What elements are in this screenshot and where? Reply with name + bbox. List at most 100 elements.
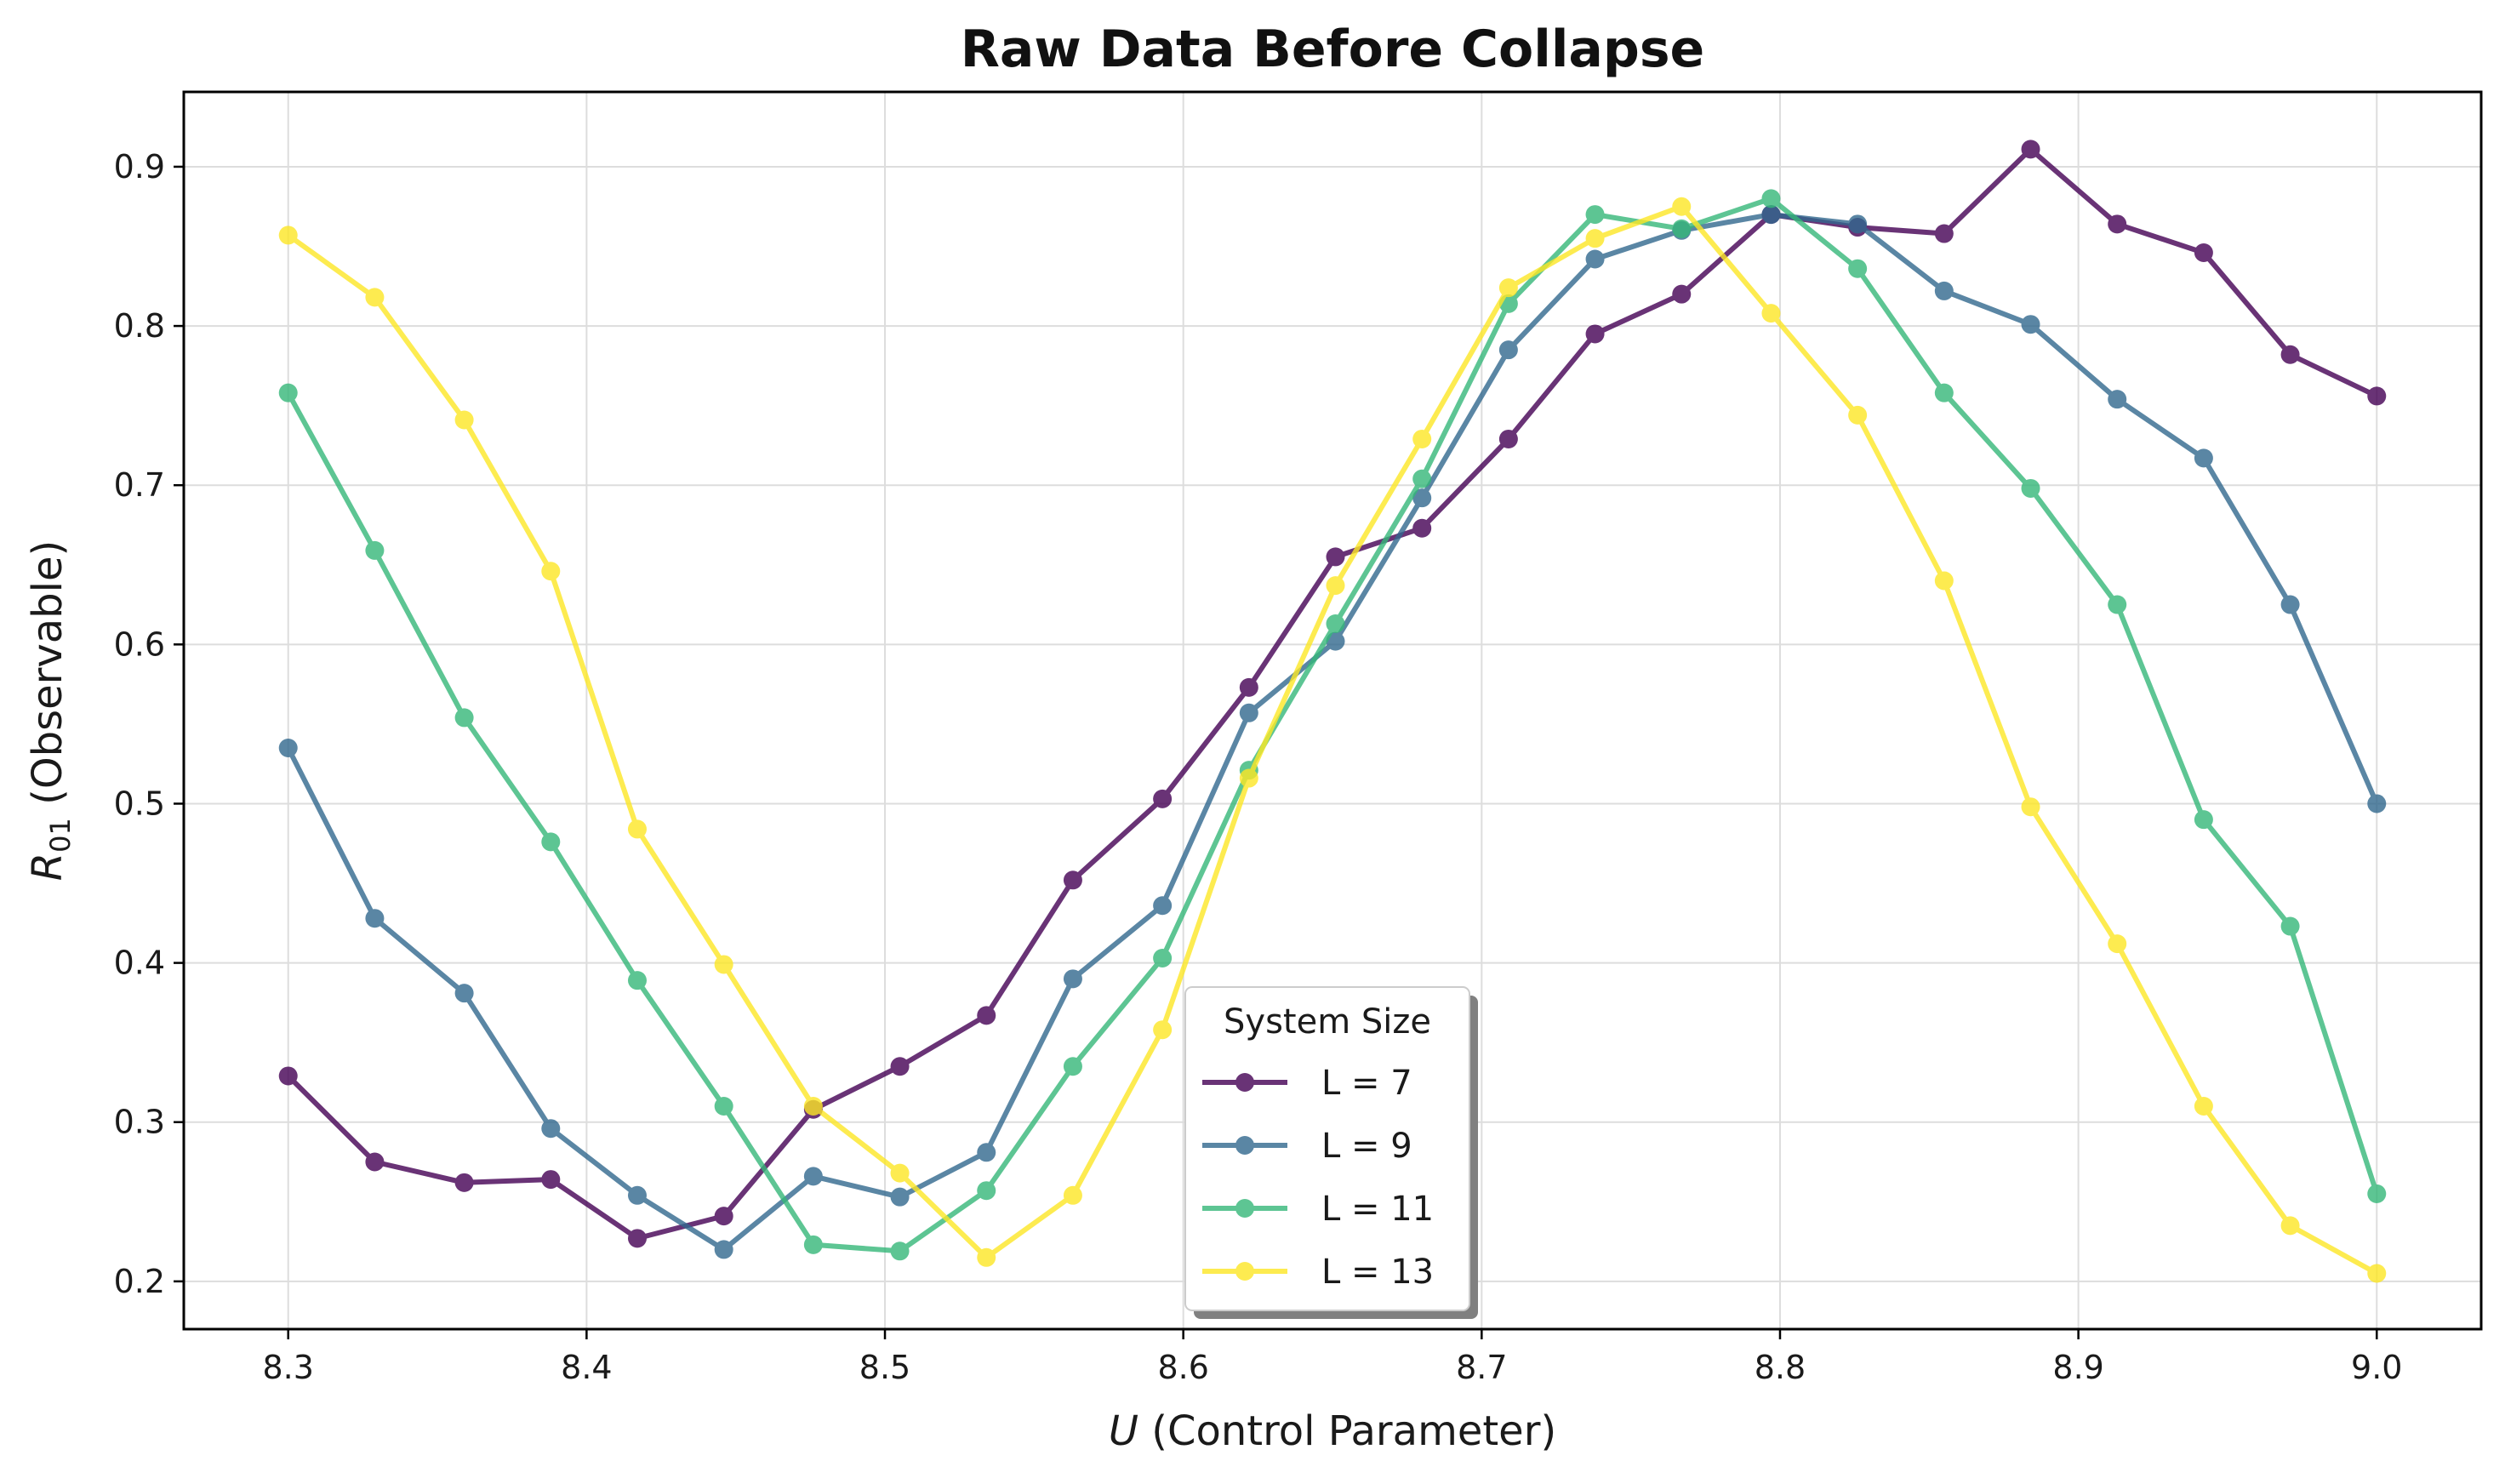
y-tick-label: 0.5	[114, 785, 165, 822]
data-point	[2194, 243, 2213, 263]
data-point	[2021, 797, 2040, 817]
x-tick-label: 8.4	[561, 1349, 612, 1386]
data-point	[1412, 518, 1432, 538]
legend-entry	[1202, 1073, 1287, 1092]
legend-marker-swatch	[1235, 1136, 1254, 1155]
data-point	[627, 1229, 647, 1248]
data-point	[1585, 229, 1605, 248]
data-point	[1672, 284, 1692, 304]
x-tick-label: 8.8	[1755, 1349, 1806, 1386]
data-point	[454, 984, 474, 1003]
data-point	[278, 383, 298, 402]
data-point	[1848, 405, 1868, 425]
legend-marker-swatch	[1235, 1199, 1254, 1218]
legend-entry	[1202, 1262, 1287, 1281]
data-point	[2280, 1216, 2300, 1236]
data-point	[1239, 703, 1258, 722]
data-point	[1063, 969, 1082, 989]
data-point	[2194, 448, 2213, 468]
legend-title: System Size	[1224, 1002, 1431, 1042]
data-point	[2367, 794, 2387, 813]
legend-marker-swatch	[1235, 1073, 1254, 1092]
data-point	[278, 225, 298, 245]
data-point	[1326, 576, 1345, 596]
data-point	[2280, 595, 2300, 614]
data-point	[1153, 948, 1173, 967]
data-point	[1239, 677, 1258, 697]
data-point	[1498, 429, 1518, 448]
data-point	[977, 1006, 996, 1025]
data-point	[627, 1185, 647, 1205]
y-tick-label: 0.7	[114, 466, 165, 504]
legend-label: L = 9	[1321, 1127, 1412, 1166]
x-axis-ticks: 8.3 8.4 8.5 8.6 8.7 8.8 8.9 9.0	[263, 1329, 2402, 1386]
data-point	[365, 288, 385, 307]
legend-entry	[1202, 1136, 1287, 1155]
legend-label: L = 7	[1321, 1064, 1412, 1103]
data-point	[1848, 214, 1868, 234]
series-1	[278, 140, 2387, 1248]
data-point	[1848, 259, 1868, 278]
y-axis-title: R01 (Observable)	[24, 540, 77, 881]
data-point	[541, 832, 561, 852]
data-point	[2021, 140, 2040, 159]
x-tick-label: 8.6	[1157, 1349, 1208, 1386]
data-point	[541, 1119, 561, 1139]
data-point	[1412, 429, 1432, 448]
legend: System Size L = 7 L = 9 L = 11 L = 13	[1184, 986, 1478, 1319]
y-axis-ticks: 0.2 0.3 0.4 0.5 0.6 0.7 0.8 0.9	[114, 148, 184, 1300]
data-point	[1239, 768, 1258, 788]
x-axis-label-text: (Control Parameter)	[1138, 1407, 1556, 1455]
data-point	[1934, 571, 1954, 591]
legend-label: L = 11	[1321, 1190, 1434, 1229]
data-point	[803, 1097, 823, 1116]
data-point	[1934, 383, 1954, 402]
data-point	[454, 708, 474, 728]
y-tick-label: 0.4	[114, 945, 165, 982]
legend-box	[1184, 986, 1470, 1311]
data-point	[1585, 205, 1605, 225]
data-point	[365, 1152, 385, 1172]
data-point	[2280, 345, 2300, 364]
y-tick-label: 0.2	[114, 1263, 165, 1300]
y-axis-variable: R	[24, 853, 71, 881]
plot-area-frame	[182, 90, 2483, 1331]
data-point	[1063, 1057, 1082, 1076]
legend-marker-swatch	[1235, 1262, 1254, 1281]
data-point	[1153, 1020, 1173, 1040]
data-point	[1326, 547, 1345, 567]
data-point	[977, 1247, 996, 1267]
data-point	[365, 909, 385, 928]
data-point	[1063, 870, 1082, 890]
legend-entries: L = 7 L = 9 L = 11 L = 13	[1202, 1064, 1434, 1292]
y-axis-subscript: 01	[44, 818, 77, 853]
data-point	[278, 738, 298, 757]
legend-entry	[1202, 1199, 1287, 1218]
x-axis-title: U (Control Parameter)	[1109, 1407, 1556, 1455]
data-point	[977, 1181, 996, 1201]
y-axis-label-text: (Observable)	[24, 540, 71, 818]
data-point	[541, 1170, 561, 1190]
data-point	[1412, 469, 1432, 488]
data-point	[1761, 205, 1781, 225]
series-3	[278, 189, 2387, 1261]
data-point	[1934, 224, 1954, 243]
data-point	[890, 1057, 910, 1076]
legend-label: L = 13	[1321, 1253, 1434, 1292]
data-point	[1672, 197, 1692, 216]
data-point	[2108, 595, 2127, 614]
data-point	[1498, 278, 1518, 298]
data-point	[714, 1240, 733, 1259]
data-point	[2021, 315, 2040, 334]
x-tick-label: 8.7	[1456, 1349, 1507, 1386]
plot-series	[278, 140, 2387, 1283]
data-point	[803, 1167, 823, 1186]
data-point	[1326, 614, 1345, 634]
data-point	[365, 540, 385, 560]
data-point	[1585, 324, 1605, 344]
y-tick-label: 0.8	[114, 307, 165, 345]
data-point	[1412, 488, 1432, 508]
data-point	[890, 1241, 910, 1261]
data-point	[977, 1143, 996, 1162]
